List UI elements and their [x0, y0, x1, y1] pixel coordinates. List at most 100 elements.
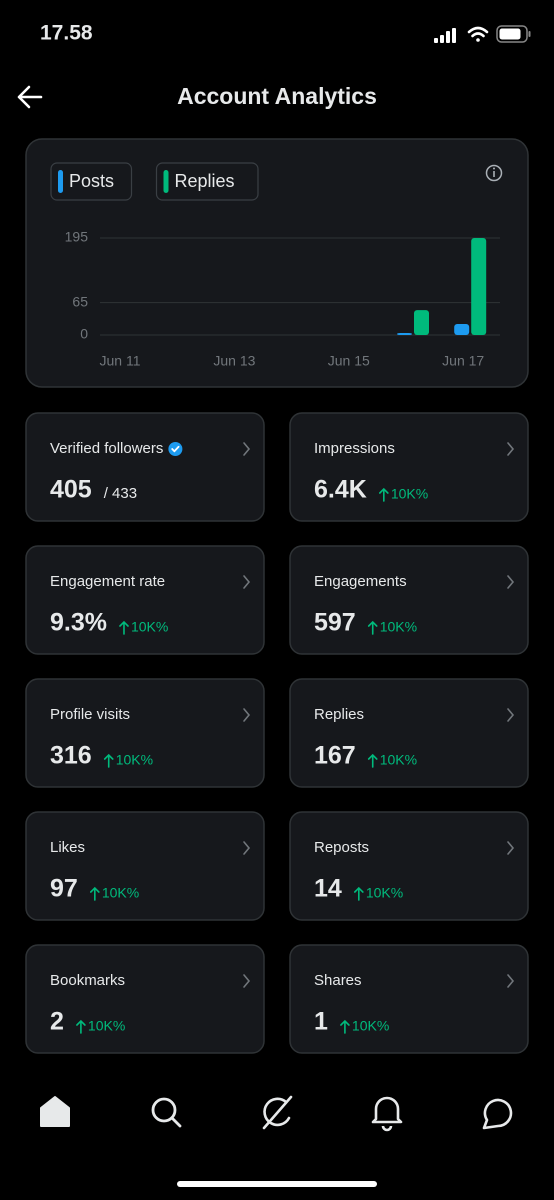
metric-label: Impressions	[314, 440, 395, 457]
y-tick-label: 0	[80, 326, 88, 342]
metric-value: 405	[50, 476, 92, 504]
up-arrow	[379, 487, 389, 502]
metric-change: 10K%	[116, 752, 153, 768]
card-background	[25, 811, 265, 921]
card-background	[289, 545, 529, 655]
up-arrow	[367, 753, 378, 768]
chart-card	[25, 138, 529, 388]
metric-change: 10K%	[391, 486, 428, 502]
metric-label: Profile visits	[50, 706, 130, 723]
metric-card[interactable]: Bookmarks 2 10K%	[25, 944, 265, 1054]
metric-total: / 433	[104, 485, 137, 502]
y-tick-label: 65	[72, 293, 88, 309]
home-tab[interactable]	[40, 1096, 70, 1127]
metric-label: Verified followers	[50, 440, 163, 457]
metric-card[interactable]: Verified followers 405 / 433	[25, 412, 265, 522]
chevron	[243, 974, 251, 988]
chevron	[243, 442, 251, 456]
metric-card[interactable]: Likes 97 10K%	[25, 811, 265, 921]
up-arrow	[90, 886, 100, 901]
chevron	[243, 708, 251, 722]
metric-label: Reposts	[314, 839, 369, 856]
metric-card[interactable]: Engagement rate 9.3% 10K%	[25, 545, 265, 655]
card-background	[289, 412, 529, 522]
status-time: 17.58	[40, 22, 93, 45]
metric-value: 97	[50, 875, 78, 903]
metric-value: 316	[50, 742, 92, 770]
card-background	[25, 678, 265, 788]
metric-change: 10K%	[102, 885, 139, 901]
verified-badge	[168, 442, 183, 456]
legend-label: Replies	[175, 171, 235, 191]
metric-change: 10K%	[352, 1018, 389, 1034]
tab-bar	[40, 1095, 513, 1132]
card-background	[289, 811, 529, 921]
signal-icon	[434, 28, 456, 43]
chevron	[507, 841, 515, 855]
up-arrow	[367, 620, 378, 635]
up-arrow	[103, 753, 114, 768]
metric-label: Engagement rate	[50, 573, 165, 590]
metric-card[interactable]: Profile visits 316 10K%	[25, 678, 265, 788]
metric-value: 9.3%	[50, 609, 107, 637]
metric-label: Engagements	[314, 573, 407, 590]
up-arrow	[354, 886, 364, 901]
y-tick-label: 195	[65, 229, 89, 245]
card-background	[25, 412, 265, 522]
legend-box	[50, 162, 133, 201]
up-arrow	[76, 1019, 86, 1034]
metric-value: 2	[50, 1008, 64, 1036]
card-background	[289, 944, 529, 1054]
metric-label: Shares	[314, 972, 362, 989]
legend-item[interactable]: Posts	[50, 162, 133, 201]
chevron	[507, 575, 515, 589]
metric-card[interactable]: Impressions 6.4K 10K%	[289, 412, 529, 522]
metric-change: 10K%	[366, 885, 403, 901]
info-icon[interactable]	[485, 164, 503, 182]
metric-change: 10K%	[380, 752, 417, 768]
battery-icon	[496, 25, 531, 43]
chevron	[243, 841, 251, 855]
legend-box	[155, 162, 259, 201]
chevron	[243, 575, 251, 589]
metric-label: Bookmarks	[50, 972, 125, 989]
up-arrow	[340, 1019, 350, 1034]
chevron	[507, 974, 515, 988]
bar	[454, 324, 470, 335]
x-tick-label: Jun 11	[100, 353, 141, 369]
metric-value: 167	[314, 742, 356, 770]
metric-value: 597	[314, 609, 356, 637]
metric-card[interactable]: Reposts 14 10K%	[289, 811, 529, 921]
x-tick-label: Jun 17	[442, 353, 484, 369]
metric-value: 1	[314, 1008, 328, 1036]
metric-change: 10K%	[88, 1018, 125, 1034]
back-button[interactable]	[17, 85, 43, 109]
card-background	[289, 678, 529, 788]
legend-label: Posts	[69, 171, 114, 191]
x-tick-label: Jun 15	[328, 353, 370, 369]
bar	[471, 238, 487, 335]
card-background	[25, 545, 265, 655]
home-indicator	[177, 1181, 377, 1187]
messages-tab[interactable]	[482, 1098, 513, 1130]
metric-change: 10K%	[131, 619, 168, 635]
metric-card[interactable]: Replies 167 10K%	[289, 678, 529, 788]
metric-value: 6.4K	[314, 476, 367, 504]
search-tab[interactable]	[151, 1097, 182, 1128]
metric-value: 14	[314, 875, 342, 903]
grok-tab[interactable]	[262, 1095, 293, 1130]
metric-card[interactable]: Engagements 597 10K%	[289, 545, 529, 655]
wifi-icon	[467, 26, 489, 42]
metric-label: Replies	[314, 706, 364, 723]
badge-check	[171, 445, 180, 453]
up-arrow	[119, 620, 129, 635]
page-title: Account Analytics	[177, 83, 377, 109]
chevron	[507, 442, 515, 456]
legend-item[interactable]: Replies	[155, 162, 259, 201]
x-tick-label: Jun 13	[213, 353, 255, 369]
notifications-tab[interactable]	[371, 1096, 403, 1132]
bar	[414, 310, 429, 335]
metric-card[interactable]: Shares 1 10K%	[289, 944, 529, 1054]
